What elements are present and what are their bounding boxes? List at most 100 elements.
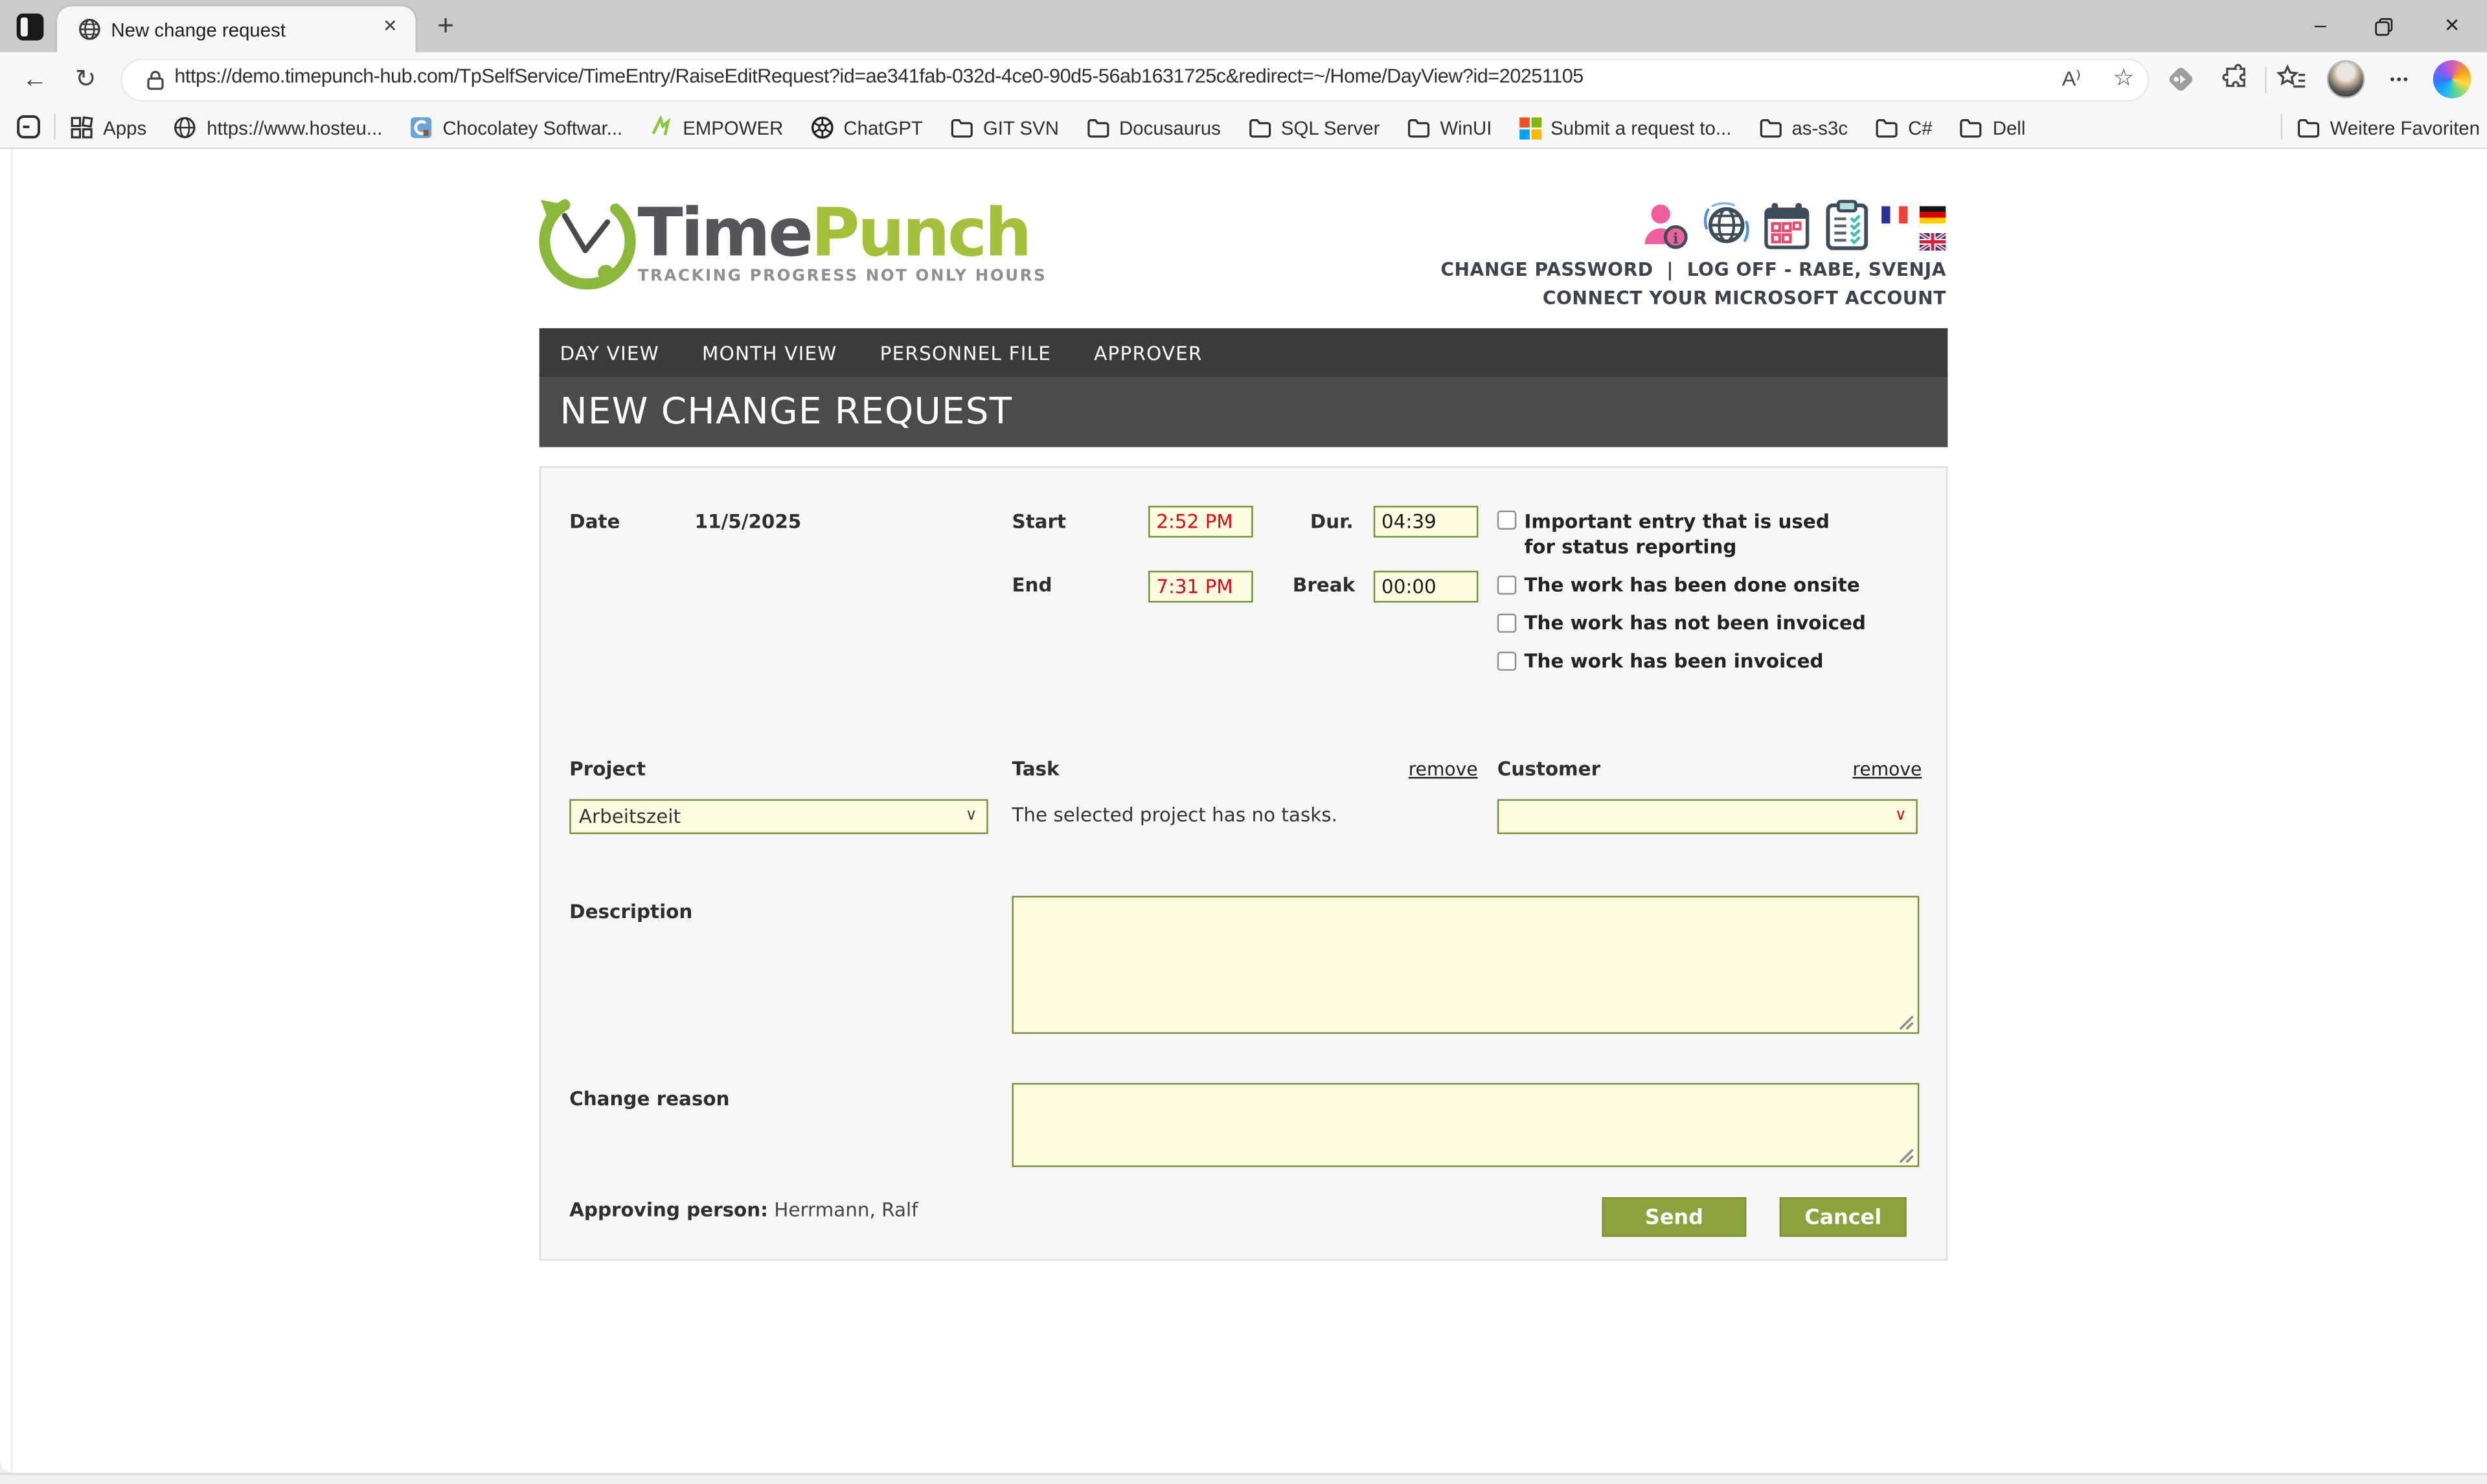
bookmark-chocolatey[interactable]: Chocolatey Softwar...: [409, 116, 622, 140]
back-button[interactable]: ←: [22, 66, 48, 94]
bookmark-folder-csharp[interactable]: C#: [1875, 116, 1933, 140]
flag-france-icon[interactable]: [1881, 206, 1908, 224]
report-clipboard-icon[interactable]: [1826, 199, 1868, 251]
folder-icon: [1407, 119, 1429, 138]
settings-more-icon[interactable]: •••: [2390, 71, 2410, 87]
window-restore-button[interactable]: [2374, 17, 2393, 36]
bookmark-folder-dell[interactable]: Dell: [1959, 116, 2025, 140]
address-bar[interactable]: [120, 58, 2150, 102]
bookmark-folder-winui[interactable]: WinUI: [1407, 116, 1492, 140]
flag-germany-icon[interactable]: [1919, 206, 1946, 224]
start-time-input[interactable]: [1148, 506, 1253, 538]
task-empty-text: The selected project has no tasks.: [1012, 804, 1337, 826]
tab-actions-icon[interactable]: [14, 11, 46, 43]
date-label: Date: [569, 510, 620, 533]
lock-icon: [147, 71, 164, 90]
nav-personnel-file[interactable]: PERSONNEL FILE: [880, 341, 1052, 365]
break-label: Break: [1292, 574, 1356, 596]
toolbar-divider: [2265, 66, 2267, 94]
project-label: Project: [569, 758, 646, 780]
change-reason-label: Change reason: [569, 1088, 730, 1110]
tab-title: New change request: [111, 19, 286, 41]
refresh-button[interactable]: ↻: [74, 66, 97, 94]
task-label: Task: [1012, 758, 1060, 780]
bookmark-folder-ass3c[interactable]: as-s3c: [1758, 116, 1848, 140]
more-favorites-folder[interactable]: Weitere Favoriten: [2297, 116, 2480, 140]
duration-label: Dur.: [1310, 510, 1354, 533]
window-minimize-button[interactable]: –: [2314, 12, 2326, 37]
flag-uk-icon[interactable]: [1919, 233, 1946, 251]
globe-icon: [174, 117, 196, 139]
connect-microsoft-row: CONNECT YOUR MICROSOFT ACCOUNT: [1110, 287, 1946, 309]
collections-icon[interactable]: [2275, 62, 2310, 97]
bookmark-folder-docusaurus[interactable]: Docusaurus: [1086, 116, 1221, 140]
change-reason-textarea[interactable]: [1012, 1083, 1920, 1167]
window-bottom-strip: [0, 1473, 2487, 1484]
copilot-icon[interactable]: [2433, 60, 2471, 98]
bookmark-folder-sqlserver[interactable]: SQL Server: [1248, 116, 1380, 140]
nav-day-view[interactable]: DAY VIEW: [560, 341, 659, 365]
project-select[interactable]: Arbeitszeit ∨: [569, 799, 988, 835]
customer-remove-link[interactable]: remove: [1852, 758, 1922, 780]
bookmark-apps[interactable]: Apps: [70, 116, 146, 140]
folder-icon: [2297, 119, 2320, 138]
page-title-bar: NEW CHANGE REQUEST: [539, 377, 1948, 447]
customer-select[interactable]: ∨: [1497, 799, 1918, 835]
page-title: NEW CHANGE REQUEST: [560, 391, 1013, 433]
send-button[interactable]: Send: [1602, 1197, 1747, 1237]
task-remove-link[interactable]: remove: [1408, 758, 1478, 780]
online-globe-icon[interactable]: [1702, 200, 1751, 251]
bookmarks-list: Apps https://www.hosteu... Chocolatey So…: [70, 108, 2025, 148]
bookmarks-divider: [54, 114, 56, 140]
important-entry-label: Important entry that is used for status …: [1524, 510, 1830, 559]
important-entry-checkbox[interactable]: [1497, 510, 1517, 530]
folder-icon: [1759, 119, 1781, 138]
bookmark-hosteu[interactable]: https://www.hosteu...: [174, 116, 382, 140]
cancel-button[interactable]: Cancel: [1779, 1197, 1907, 1237]
extension-shortcut-icon[interactable]: [2163, 62, 2198, 97]
invoiced-label: The work has been invoiced: [1524, 650, 1824, 673]
sidebar-toggle-icon[interactable]: [16, 114, 41, 139]
nav-month-view[interactable]: MONTH VIEW: [702, 341, 837, 365]
folder-icon: [1249, 119, 1271, 138]
favorite-star-icon[interactable]: ☆: [2113, 65, 2135, 93]
start-label: Start: [1012, 510, 1067, 533]
bookmark-chatgpt[interactable]: ChatGPT: [810, 116, 923, 140]
bookmark-empower[interactable]: EMPOWER: [650, 115, 783, 140]
active-tab[interactable]: New change request ✕: [57, 6, 416, 52]
change-password-link[interactable]: CHANGE PASSWORD: [1440, 258, 1653, 281]
end-label: End: [1012, 574, 1052, 596]
bookmark-submit-request[interactable]: Submit a request to...: [1519, 117, 1731, 139]
svg-text:i: i: [1673, 230, 1678, 247]
connect-microsoft-link[interactable]: CONNECT YOUR MICROSOFT ACCOUNT: [1542, 287, 1946, 309]
empower-icon: [652, 115, 672, 136]
bookmarks-right-divider: [2280, 114, 2283, 140]
bookmark-folder-gitsvn[interactable]: GIT SVN: [950, 116, 1059, 140]
extensions-puzzle-icon[interactable]: [2219, 62, 2252, 95]
main-nav: DAY VIEW MONTH VIEW PERSONNEL FILE APPRO…: [539, 328, 1948, 377]
chevron-down-icon: ∨: [1894, 807, 1907, 825]
break-input[interactable]: [1373, 570, 1479, 603]
window-close-button[interactable]: ✕: [2444, 14, 2460, 37]
read-aloud-icon[interactable]: A⁾: [2061, 66, 2081, 91]
description-textarea[interactable]: [1012, 895, 1920, 1034]
work-onsite-checkbox[interactable]: [1497, 575, 1517, 595]
approving-person-value: Herrmann, Ralf: [774, 1198, 918, 1221]
invoiced-checkbox[interactable]: [1497, 651, 1517, 671]
logo-time-text: Time: [637, 193, 813, 271]
timepunch-logo[interactable]: TimePunch: [637, 193, 1032, 271]
nav-approver[interactable]: APPROVER: [1094, 341, 1203, 365]
approving-person-row: Approving person: Herrmann, Ralf: [569, 1198, 918, 1220]
approving-person-label: Approving person:: [569, 1198, 768, 1221]
new-tab-button[interactable]: +: [437, 9, 455, 41]
not-invoiced-checkbox[interactable]: [1497, 613, 1517, 633]
duration-input[interactable]: [1373, 506, 1479, 538]
calendar-icon[interactable]: [1764, 201, 1810, 251]
end-time-input[interactable]: [1148, 570, 1253, 603]
profile-avatar[interactable]: [2326, 60, 2365, 98]
log-off-link[interactable]: LOG OFF - RABE, SVENJA: [1686, 258, 1946, 281]
user-info-icon[interactable]: i: [1643, 201, 1688, 251]
url-text[interactable]: https://demo.timepunch-hub.com/TpSelfSer…: [174, 65, 1584, 87]
tab-close-icon[interactable]: ✕: [383, 17, 398, 37]
